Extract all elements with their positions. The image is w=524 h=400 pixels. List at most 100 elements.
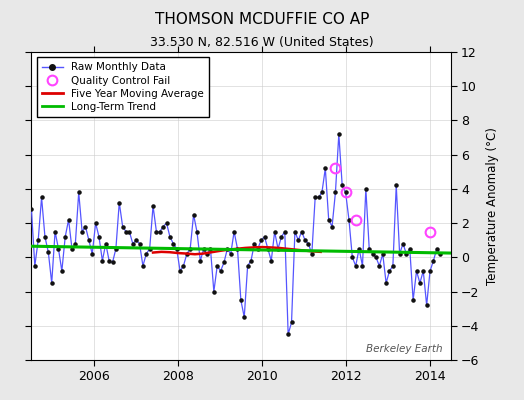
Point	[193, 228, 201, 235]
Point	[247, 258, 255, 264]
Point	[135, 240, 144, 247]
Point	[105, 258, 113, 264]
Point	[284, 331, 292, 338]
Point	[260, 234, 269, 240]
Point	[68, 246, 76, 252]
Point	[412, 268, 421, 274]
Text: Berkeley Earth: Berkeley Earth	[366, 344, 442, 354]
Point	[270, 228, 279, 235]
Point	[162, 220, 171, 226]
Point	[419, 268, 428, 274]
Point	[112, 246, 120, 252]
Point	[294, 237, 302, 244]
Point	[382, 280, 390, 286]
Point	[122, 228, 130, 235]
Point	[54, 246, 63, 252]
Point	[88, 251, 96, 257]
Point	[328, 223, 336, 230]
Point	[338, 182, 346, 189]
Point	[115, 199, 124, 206]
Point	[291, 228, 299, 235]
Point	[378, 251, 387, 257]
Point	[34, 237, 42, 244]
Point	[216, 268, 225, 274]
Point	[78, 228, 86, 235]
Point	[37, 194, 46, 201]
Point	[226, 251, 235, 257]
Point	[321, 165, 330, 172]
Point	[308, 251, 316, 257]
Point	[210, 288, 218, 295]
Point	[392, 182, 400, 189]
Point	[324, 216, 333, 223]
Point	[237, 297, 245, 303]
Point	[125, 228, 134, 235]
Point	[304, 240, 313, 247]
Point	[51, 228, 59, 235]
Point	[223, 246, 232, 252]
Point	[365, 246, 374, 252]
Point	[74, 189, 83, 196]
Point	[331, 189, 340, 196]
Point	[372, 254, 380, 260]
Point	[355, 246, 363, 252]
Point	[102, 240, 110, 247]
Point	[132, 237, 140, 244]
Point	[416, 280, 424, 286]
Point	[203, 251, 211, 257]
Point	[91, 220, 100, 226]
Point	[318, 189, 326, 196]
Point	[345, 216, 353, 223]
Point	[433, 246, 441, 252]
Point	[139, 263, 147, 269]
Point	[98, 258, 106, 264]
Point	[358, 263, 367, 269]
Point	[156, 228, 164, 235]
Point	[44, 249, 52, 256]
Point	[189, 211, 198, 218]
Point	[348, 254, 356, 260]
Point	[396, 251, 404, 257]
Point	[206, 246, 215, 252]
Point	[169, 240, 178, 247]
Point	[48, 280, 56, 286]
Point	[85, 237, 93, 244]
Point	[250, 240, 258, 247]
Point	[230, 228, 238, 235]
Point	[146, 246, 154, 252]
Point	[61, 234, 69, 240]
Text: 33.530 N, 82.516 W (United States): 33.530 N, 82.516 W (United States)	[150, 36, 374, 49]
Point	[311, 194, 319, 201]
Point	[30, 263, 39, 269]
Point	[179, 263, 188, 269]
Point	[118, 223, 127, 230]
Point	[41, 234, 49, 240]
Point	[335, 131, 343, 137]
Point	[389, 263, 397, 269]
Point	[301, 237, 309, 244]
Point	[436, 251, 444, 257]
Point	[142, 251, 150, 257]
Point	[159, 223, 167, 230]
Point	[287, 319, 296, 326]
Point	[368, 251, 377, 257]
Point	[352, 263, 360, 269]
Point	[402, 251, 411, 257]
Point	[240, 314, 248, 320]
Point	[58, 268, 66, 274]
Point	[186, 246, 194, 252]
Point	[342, 189, 350, 196]
Point	[409, 297, 417, 303]
Point	[64, 216, 73, 223]
Point	[128, 240, 137, 247]
Point	[71, 240, 80, 247]
Point	[108, 259, 117, 266]
Point	[81, 223, 90, 230]
Point	[183, 251, 191, 257]
Point	[152, 228, 161, 235]
Point	[280, 228, 289, 235]
Point	[314, 194, 323, 201]
Point	[257, 237, 265, 244]
Point	[426, 268, 434, 274]
Y-axis label: Temperature Anomaly (°C): Temperature Anomaly (°C)	[486, 127, 499, 285]
